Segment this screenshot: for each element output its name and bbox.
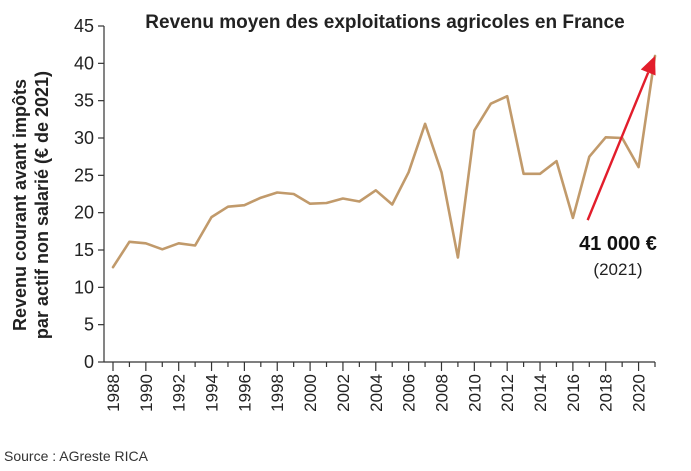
annotation-group: 41 000 € (2021)	[579, 55, 657, 279]
annotation-value: 41 000 €	[579, 233, 657, 255]
y-tick-label: 30	[74, 128, 94, 148]
x-tick-label: 2018	[597, 374, 616, 412]
series-group	[111, 54, 657, 269]
annotation-arrow-shaft	[586, 72, 650, 221]
y-tick-label: 15	[74, 240, 94, 260]
chart-title: Revenu moyen des exploitations agricoles…	[145, 12, 624, 33]
y-tick-label: 0	[84, 352, 94, 372]
x-tick-label: 2014	[531, 374, 550, 412]
annotation-arrow-head	[640, 55, 656, 76]
y-axis: 0 5 10 15 20 25 30 35 40 45	[74, 16, 105, 372]
x-tick-label: 1994	[203, 374, 222, 412]
x-tick-label: 2012	[498, 374, 517, 412]
y-tick-label: 20	[74, 203, 94, 223]
y-axis-label-line2: par actif non salarié (€ de 2021)	[32, 71, 52, 339]
x-tick-label: 1988	[104, 374, 123, 412]
source-note: Source : AGreste RICA	[4, 448, 148, 464]
y-axis-label-line1: Revenu courant avant impôts	[10, 79, 30, 331]
series-line	[111, 54, 657, 269]
x-tick-label: 2010	[465, 374, 484, 412]
x-axis: 1988 1990 1992 1994 1996 1998 2000 2002 2004 2006…	[104, 361, 656, 412]
y-tick-label: 10	[74, 277, 94, 297]
x-tick-label: 1996	[235, 374, 254, 412]
x-tick-label: 1998	[268, 374, 287, 412]
x-tick-label: 1990	[137, 374, 156, 412]
x-tick-label: 2008	[432, 374, 451, 412]
y-tick-label: 40	[74, 53, 94, 73]
y-tick-label: 25	[74, 165, 94, 185]
y-tick-label: 45	[74, 16, 94, 36]
x-tick-label: 2004	[367, 374, 386, 412]
y-tick-label: 5	[84, 315, 94, 335]
annotation-year: (2021)	[593, 260, 642, 279]
x-tick-label: 2002	[334, 374, 353, 412]
x-tick-label: 1992	[170, 374, 189, 412]
x-tick-label: 2020	[630, 374, 649, 412]
x-tick-label: 2000	[301, 374, 320, 412]
y-tick-label: 35	[74, 91, 94, 111]
x-tick-label: 2006	[400, 374, 419, 412]
x-tick-label: 2016	[564, 374, 583, 412]
